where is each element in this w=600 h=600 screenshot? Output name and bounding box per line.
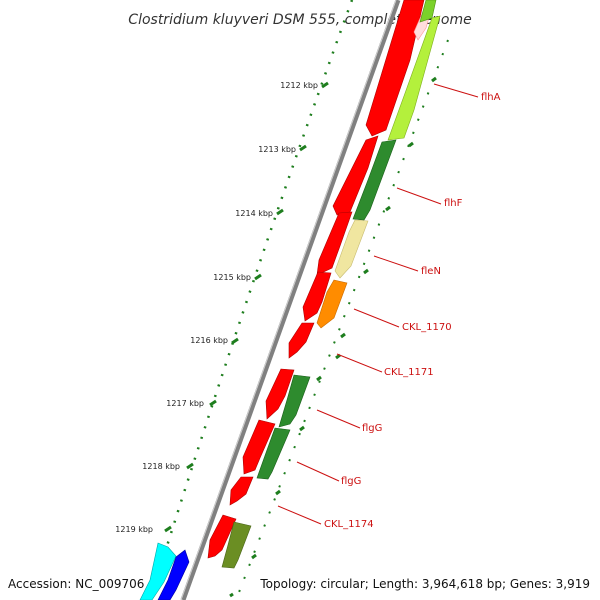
cds-reverse-2b[interactable] <box>419 0 437 23</box>
cds-forward-9[interactable] <box>207 514 237 559</box>
cds-forward-track <box>207 0 425 559</box>
topology-text: Topology: circular; Length: 3,964,618 bp… <box>259 577 590 591</box>
cds-reverse-6[interactable] <box>278 374 311 428</box>
cds-reverse-2[interactable] <box>387 15 441 141</box>
cds-forward-5[interactable] <box>288 322 315 359</box>
other-track-features <box>139 542 190 600</box>
ruler-label-1217: 1217 kbp <box>166 399 204 408</box>
ruler-label-1214: 1214 kbp <box>235 209 273 218</box>
backbone-arc <box>180 0 401 600</box>
ruler-label-1215: 1215 kbp <box>213 273 251 282</box>
ruler-label-1218: 1218 kbp <box>142 462 180 471</box>
cds-forward-1[interactable] <box>365 0 425 137</box>
cds-reverse-4[interactable] <box>334 219 369 279</box>
ruler-label-1219: 1219 kbp <box>115 525 153 534</box>
label-leaders <box>277 83 479 525</box>
cds-forward-8[interactable] <box>229 476 254 506</box>
gene-label-ckl-1170[interactable]: CKL_1170 <box>402 322 452 333</box>
inner-ruler-ticks <box>229 76 437 598</box>
gene-labels: flhA flhF fleN CKL_1170 CKL_1171 flgG fl… <box>324 92 501 530</box>
gene-label-fleN[interactable]: fleN <box>421 266 441 277</box>
feature-blue[interactable] <box>157 549 190 600</box>
gene-label-flgG-2[interactable]: flgG <box>341 476 361 487</box>
ruler-dotted-arc <box>148 0 354 600</box>
accession-text: Accession: NC_009706 <box>8 577 144 591</box>
cds-forward-4[interactable] <box>302 271 332 322</box>
feature-cyan[interactable] <box>139 542 177 600</box>
cds-forward-7[interactable] <box>242 419 276 475</box>
ruler-ticks <box>164 81 329 533</box>
gene-label-ckl-1174[interactable]: CKL_1174 <box>324 519 374 530</box>
cds-reverse-5[interactable] <box>316 279 348 329</box>
cds-forward-3[interactable] <box>316 211 353 276</box>
gene-label-flhA[interactable]: flhA <box>481 92 501 103</box>
cds-reverse-3[interactable] <box>352 139 397 221</box>
gene-label-flhF[interactable]: flhF <box>444 198 463 209</box>
inner-dotted-arc <box>235 39 449 600</box>
gene-label-ckl-1171[interactable]: CKL_1171 <box>384 367 434 378</box>
cds-forward-6[interactable] <box>265 368 295 420</box>
ruler-label-1216: 1216 kbp <box>190 336 228 345</box>
ruler-label-1212: 1212 kbp <box>280 81 318 90</box>
cds-reverse-track <box>221 0 441 569</box>
ruler-labels: 1212 kbp 1213 kbp 1214 kbp 1215 kbp 1216… <box>115 81 318 534</box>
cds-reverse-8[interactable] <box>221 521 252 569</box>
ruler-label-1213: 1213 kbp <box>258 145 296 154</box>
cds-reverse-7[interactable] <box>256 427 291 480</box>
map-title: Clostridium kluyveri DSM 555, complete g… <box>128 12 471 28</box>
gene-label-flgG-1[interactable]: flgG <box>362 423 382 434</box>
